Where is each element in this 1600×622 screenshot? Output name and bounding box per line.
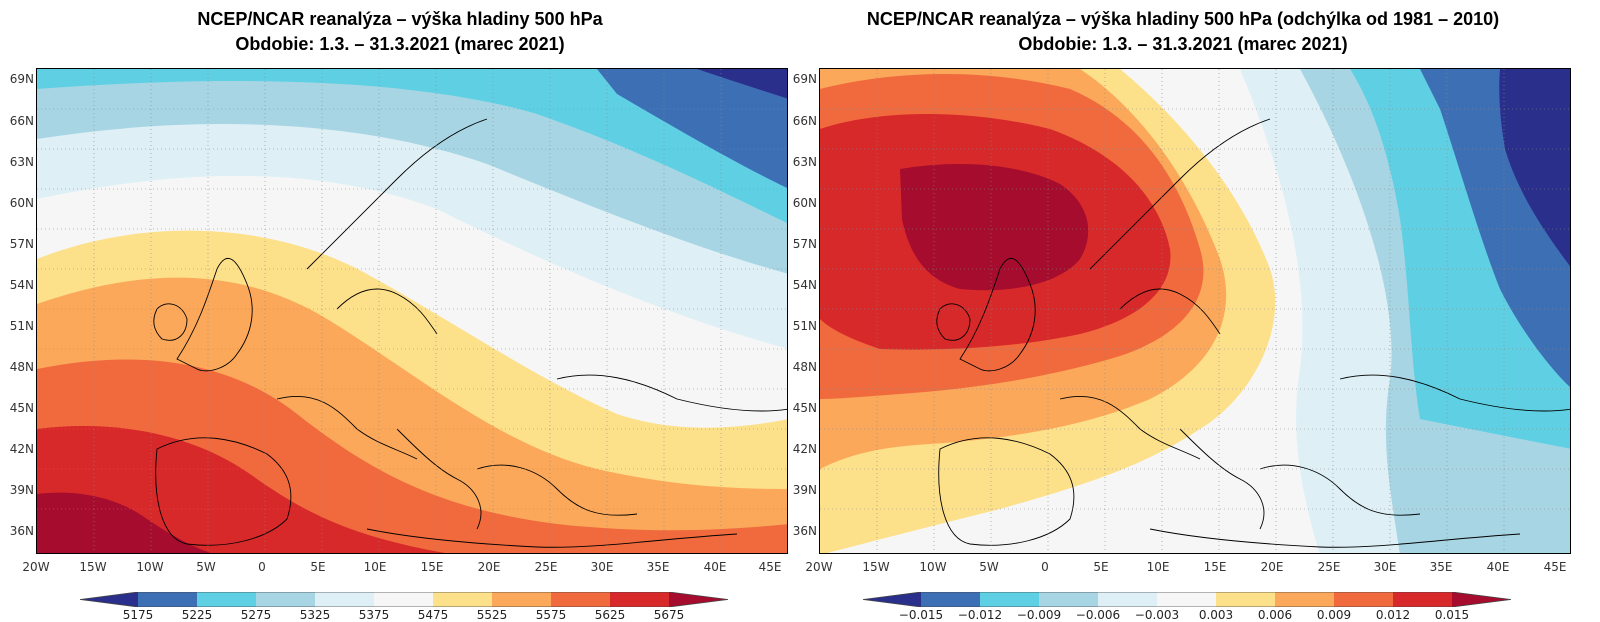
lon-label: 40E bbox=[1486, 560, 1510, 574]
graticule bbox=[37, 69, 787, 553]
left-title-line2: Obdobie: 1.3. – 31.3.2021 (marec 2021) bbox=[235, 34, 565, 54]
lon-label: 10E bbox=[1146, 560, 1170, 574]
lon-label: 35E bbox=[646, 560, 670, 574]
contour-band-5225 bbox=[37, 69, 787, 224]
colorbar-label: 0.006 bbox=[1257, 608, 1293, 622]
lat-label: 45N bbox=[792, 401, 817, 415]
lon-label: 15W bbox=[862, 560, 890, 574]
lon-label: 0 bbox=[1041, 560, 1049, 574]
left-map bbox=[36, 68, 788, 554]
lon-label: 10W bbox=[136, 560, 164, 574]
lon-label: 5W bbox=[196, 560, 216, 574]
right-title-line1: NCEP/NCAR reanalýza – výška hladiny 500 … bbox=[866, 9, 1500, 29]
lat-label: 39N bbox=[792, 483, 817, 497]
colorbar-label: −0.009 bbox=[1016, 608, 1062, 622]
lon-label: 25E bbox=[534, 560, 558, 574]
contour-band-min bbox=[697, 69, 787, 99]
colorbar-label: 0.003 bbox=[1198, 608, 1234, 622]
left-colorbar bbox=[80, 592, 728, 607]
colorbar-label: 5525 bbox=[476, 608, 508, 622]
colorbar-label: −0.003 bbox=[1134, 608, 1180, 622]
contour-band-5675 bbox=[37, 492, 211, 553]
lat-label: 66N bbox=[792, 114, 817, 128]
lat-label: 57N bbox=[792, 237, 817, 251]
lon-label: 15E bbox=[1203, 560, 1227, 574]
lon-label: 40E bbox=[703, 560, 727, 574]
colorbar-label: −0.006 bbox=[1075, 608, 1121, 622]
contour-band-5175 bbox=[597, 69, 787, 189]
colorbar-label: 5325 bbox=[299, 608, 331, 622]
lat-label: 36N bbox=[792, 524, 817, 538]
coastlines bbox=[153, 118, 787, 548]
lon-label: 10E bbox=[363, 560, 387, 574]
lon-label: 0 bbox=[258, 560, 266, 574]
lon-label: 20E bbox=[1260, 560, 1284, 574]
lat-label: 66N bbox=[9, 114, 34, 128]
lon-label: 5W bbox=[979, 560, 999, 574]
colorbar-label: 5475 bbox=[417, 608, 449, 622]
graticule bbox=[820, 69, 1570, 553]
lat-label: 51N bbox=[9, 319, 34, 333]
lon-label: 30E bbox=[1373, 560, 1397, 574]
right-title-line2: Obdobie: 1.3. – 31.3.2021 (marec 2021) bbox=[1018, 34, 1348, 54]
lat-label: 69N bbox=[792, 72, 817, 86]
colorbar-label: 0.009 bbox=[1316, 608, 1352, 622]
right-map bbox=[819, 68, 1571, 554]
lon-label: 20W bbox=[22, 560, 50, 574]
lat-label: 45N bbox=[9, 401, 34, 415]
colorbar-label: 5175 bbox=[122, 608, 154, 622]
coastlines bbox=[936, 118, 1570, 548]
lat-label: 36N bbox=[9, 524, 34, 538]
lat-label: 42N bbox=[792, 442, 817, 456]
lat-label: 48N bbox=[9, 360, 34, 374]
colorbar-label: 5375 bbox=[358, 608, 390, 622]
lon-label: 35E bbox=[1429, 560, 1453, 574]
lon-label: 5E bbox=[1093, 560, 1109, 574]
lat-label: 60N bbox=[792, 196, 817, 210]
colorbar-label: 5275 bbox=[240, 608, 272, 622]
lon-label: 20W bbox=[805, 560, 833, 574]
lat-label: 51N bbox=[792, 319, 817, 333]
lon-label: 25E bbox=[1317, 560, 1341, 574]
lat-label: 57N bbox=[9, 237, 34, 251]
lat-label: 63N bbox=[792, 155, 817, 169]
anomaly-band-neg015 bbox=[1499, 69, 1570, 267]
lat-label: 42N bbox=[9, 442, 34, 456]
lat-label: 48N bbox=[792, 360, 817, 374]
left-panel: NCEP/NCAR reanalýza – výška hladiny 500 … bbox=[0, 0, 800, 622]
lon-label: 5E bbox=[310, 560, 326, 574]
lat-label: 63N bbox=[9, 155, 34, 169]
colorbar-label: 5675 bbox=[653, 608, 685, 622]
anomaly-band-015 bbox=[900, 164, 1089, 291]
lat-label: 39N bbox=[9, 483, 34, 497]
lat-label: 69N bbox=[9, 72, 34, 86]
colorbar-label: 5225 bbox=[181, 608, 213, 622]
lon-label: 10W bbox=[919, 560, 947, 574]
colorbar-label: −0.012 bbox=[957, 608, 1003, 622]
lat-label: 54N bbox=[9, 278, 34, 292]
lon-label: 15E bbox=[420, 560, 444, 574]
right-colorbar bbox=[863, 592, 1511, 607]
colorbar-label: 5575 bbox=[535, 608, 567, 622]
lat-label: 60N bbox=[9, 196, 34, 210]
colorbar-label: −0.015 bbox=[898, 608, 944, 622]
colorbar-label: 0.015 bbox=[1434, 608, 1470, 622]
colorbar-label: 0.012 bbox=[1375, 608, 1411, 622]
lat-label: 54N bbox=[792, 278, 817, 292]
lon-label: 45E bbox=[758, 560, 782, 574]
lon-label: 20E bbox=[477, 560, 501, 574]
lon-label: 45E bbox=[1543, 560, 1567, 574]
right-panel: NCEP/NCAR reanalýza – výška hladiny 500 … bbox=[783, 0, 1583, 622]
left-title-line1: NCEP/NCAR reanalýza – výška hladiny 500 … bbox=[197, 9, 603, 29]
colorbar-label: 5625 bbox=[594, 608, 626, 622]
lon-label: 30E bbox=[590, 560, 614, 574]
lon-label: 15W bbox=[79, 560, 107, 574]
